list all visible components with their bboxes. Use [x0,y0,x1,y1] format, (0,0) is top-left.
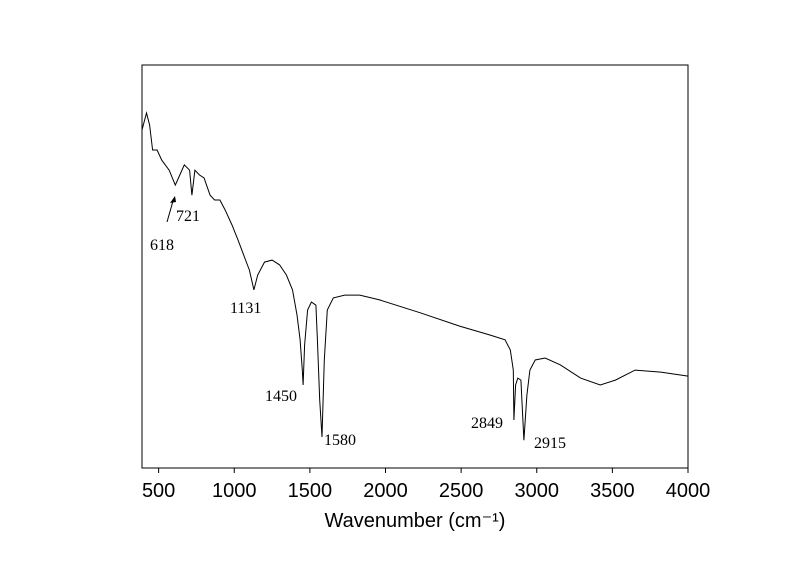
annotation-arrow [166,200,174,223]
peak-annotation: 1580 [324,432,356,449]
plot-frame [141,64,689,469]
x-tick-label: 3500 [590,480,635,502]
x-tick-label: 3000 [515,480,560,502]
peak-annotation: 1131 [230,300,261,317]
x-axis-label: Wavenumber (cm⁻¹) [325,510,506,532]
x-tick-label: 1000 [212,480,257,502]
peak-annotation: 721 [176,208,200,225]
spectrum-line [141,111,689,441]
x-tick-label: 500 [142,480,175,502]
peak-annotation: 2915 [534,435,566,452]
x-tick-label: 1500 [288,480,333,502]
peak-annotation: 1450 [265,388,297,405]
arrow-head [170,196,176,203]
x-tick-label: 4000 [666,480,711,502]
peak-annotation: 618 [150,237,174,254]
x-tick-label: 2500 [439,480,484,502]
x-tick-label: 2000 [363,480,408,502]
peak-annotation: 2849 [471,415,503,432]
